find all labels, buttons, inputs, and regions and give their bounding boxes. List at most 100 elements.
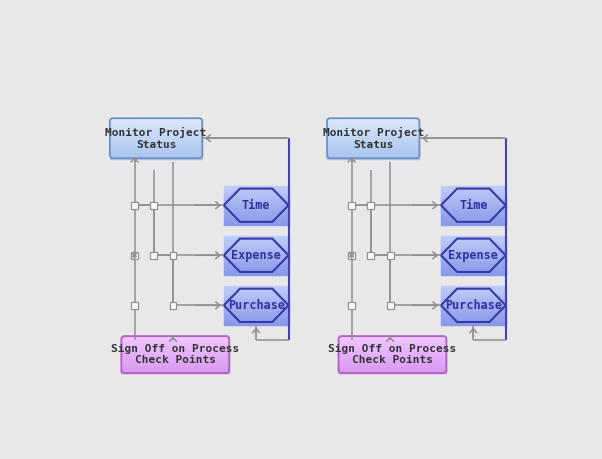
Bar — [110, 118, 202, 120]
Bar — [441, 203, 506, 205]
Bar — [441, 293, 506, 294]
Bar — [224, 324, 288, 325]
Bar — [441, 253, 506, 255]
Bar — [327, 140, 420, 142]
Bar — [338, 341, 446, 343]
Bar — [327, 150, 420, 151]
Bar — [338, 348, 446, 349]
Bar — [224, 323, 288, 324]
Bar — [122, 353, 229, 354]
Bar — [441, 206, 506, 207]
Bar — [224, 257, 288, 258]
Bar — [327, 123, 420, 124]
Bar — [441, 273, 506, 274]
Bar — [224, 218, 288, 219]
Bar — [110, 140, 202, 142]
Bar — [327, 130, 420, 132]
Bar — [224, 206, 288, 207]
Bar — [338, 369, 446, 370]
Bar — [224, 207, 288, 208]
Bar — [327, 118, 420, 120]
Bar — [110, 120, 202, 122]
Bar — [441, 217, 506, 218]
Bar — [327, 154, 420, 156]
Bar — [441, 306, 506, 308]
Bar — [224, 288, 288, 289]
Bar — [224, 265, 288, 266]
Bar — [110, 131, 202, 133]
Bar — [224, 202, 288, 203]
Bar — [122, 357, 229, 358]
Bar — [110, 122, 202, 123]
Bar — [338, 352, 446, 353]
Bar — [224, 307, 288, 308]
Bar — [122, 338, 229, 339]
Bar — [327, 124, 420, 126]
Bar — [224, 246, 288, 248]
Bar — [110, 137, 202, 139]
Bar — [441, 303, 506, 305]
Bar — [122, 342, 229, 344]
Bar — [224, 302, 288, 303]
Bar — [224, 309, 288, 311]
Bar — [338, 358, 446, 359]
Bar — [122, 336, 229, 337]
Bar — [441, 240, 506, 241]
Bar — [441, 196, 506, 197]
Bar — [386, 252, 394, 259]
Bar — [338, 359, 446, 360]
Bar — [224, 208, 288, 209]
Bar — [224, 202, 288, 204]
Bar — [441, 238, 506, 239]
Bar — [327, 139, 420, 140]
Bar — [110, 148, 202, 150]
Bar — [122, 368, 229, 369]
Bar — [327, 119, 420, 121]
Bar — [110, 145, 202, 146]
Bar — [441, 218, 506, 220]
Bar — [441, 317, 506, 318]
Bar — [224, 204, 288, 206]
Bar — [224, 252, 288, 254]
Bar — [441, 257, 506, 258]
Bar — [110, 121, 202, 123]
Bar — [224, 311, 288, 313]
Bar — [441, 271, 506, 272]
Bar — [110, 144, 202, 146]
Bar — [441, 222, 506, 223]
Bar — [367, 202, 374, 209]
Bar — [110, 154, 202, 156]
Bar — [338, 372, 446, 374]
Text: Time: Time — [459, 199, 488, 212]
Bar — [224, 197, 288, 199]
Bar — [441, 196, 506, 198]
Bar — [224, 261, 288, 263]
Bar — [110, 126, 202, 128]
Bar — [441, 297, 506, 299]
Bar — [224, 292, 288, 293]
Bar — [441, 291, 506, 292]
Bar — [338, 369, 446, 371]
Bar — [224, 289, 288, 290]
Bar — [224, 212, 288, 213]
Text: Monitor Project
Status: Monitor Project Status — [105, 127, 206, 150]
Bar — [122, 369, 229, 371]
Bar — [327, 152, 420, 154]
Bar — [224, 263, 288, 264]
Bar — [131, 302, 138, 309]
Bar — [224, 186, 288, 187]
Bar — [110, 156, 202, 157]
Bar — [224, 217, 288, 218]
Bar — [441, 224, 506, 225]
Bar — [224, 245, 288, 246]
Bar — [224, 271, 288, 272]
Bar — [441, 192, 506, 193]
Bar — [327, 153, 420, 155]
Bar — [224, 267, 288, 268]
Bar — [441, 195, 506, 196]
Bar — [224, 244, 288, 245]
Bar — [441, 216, 506, 217]
Bar — [441, 320, 506, 321]
Bar — [338, 368, 446, 369]
Bar — [338, 370, 446, 372]
